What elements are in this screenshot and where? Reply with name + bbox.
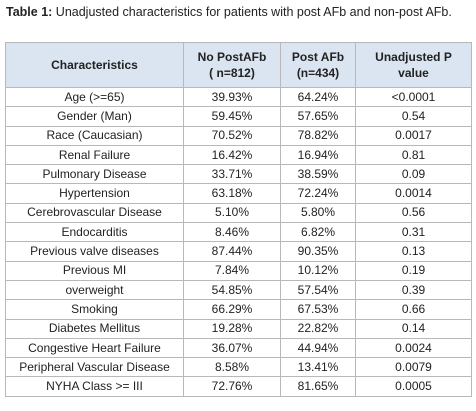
table-cell: 0.19: [355, 260, 472, 281]
table-cell: 0.39: [355, 279, 472, 301]
table-cell: 63.18%: [183, 183, 281, 204]
table-cell: 0.14: [355, 318, 472, 339]
row-label: Pulmonary Disease: [5, 164, 184, 185]
table-cell: 0.09: [355, 164, 472, 185]
header-cell: Unadjusted P value: [355, 42, 472, 88]
table-cell: 78.82%: [280, 125, 356, 146]
table-cell: 0.54: [355, 106, 472, 127]
row-label: Endocarditis: [5, 222, 184, 243]
table-row: Pulmonary Disease 33.71% 38.59% 0.09: [5, 164, 472, 185]
table-cell: 67.53%: [280, 299, 356, 320]
table-row: Smoking 66.29% 67.53% 0.66: [5, 299, 472, 320]
table-row: Peripheral Vascular Disease 8.58% 13.41% 0.…: [5, 357, 472, 378]
table-cell: 87.44%: [183, 241, 281, 262]
row-label: Hypertension: [5, 183, 184, 204]
header-text: (n=434): [296, 66, 340, 80]
table-cell: 8.46%: [183, 222, 281, 243]
table-cell: 6.82%: [280, 222, 356, 243]
table-cell: 36.07%: [183, 337, 281, 359]
table-cell: 59.45%: [183, 106, 281, 127]
header-text: Post AFb: [291, 50, 345, 64]
table-row: NYHA Class >= III 72.76% 81.65% 0.0005: [5, 376, 472, 397]
table-cell: 57.65%: [280, 106, 356, 127]
table-cell: 16.94%: [280, 144, 356, 166]
header-text: No PostAFb: [197, 50, 267, 64]
table-body: Age (>=65) 39.93% 64.24% <0.0001 Gender (Man…: [5, 86, 472, 397]
table-cell: 16.42%: [183, 144, 281, 166]
table-row: Endocarditis 8.46% 6.82% 0.31: [5, 222, 472, 243]
row-label: Congestive Heart Failure: [5, 337, 184, 359]
table-caption: Table 1: Unadjusted characteristics for …: [6, 4, 468, 20]
table-cell: <0.0001: [355, 86, 472, 108]
table-cell: 66.29%: [183, 299, 281, 320]
table-cell: 0.56: [355, 202, 472, 224]
table-cell: 7.84%: [183, 260, 281, 281]
table-row: Gender (Man) 59.45% 57.65% 0.54: [5, 106, 472, 127]
row-label: Smoking: [5, 299, 184, 320]
data-table: Characteristics No PostAFb ( n=812) Post AF…: [5, 42, 472, 397]
header-cell: Post AFb (n=434): [280, 42, 356, 88]
table-cell: 8.58%: [183, 357, 281, 378]
table-cell: 0.0017: [355, 125, 472, 146]
header-text: ( n=812): [209, 66, 255, 80]
row-label: Gender (Man): [5, 106, 184, 127]
row-label: Race (Caucasian): [5, 125, 184, 146]
table-row: Previous valve diseases 87.44% 90.35% 0.13: [5, 241, 472, 262]
row-label: Previous valve diseases: [5, 241, 184, 262]
table-cell: 5.80%: [280, 202, 356, 224]
table-cell: 33.71%: [183, 164, 281, 185]
table-cell: 0.66: [355, 299, 472, 320]
header-text: Characteristics: [51, 58, 138, 72]
table-cell: 81.65%: [280, 376, 356, 397]
table-cell: 0.0024: [355, 337, 472, 359]
table-row: Diabetes Mellitus 19.28% 22.82% 0.14: [5, 318, 472, 339]
table-row: overweight 54.85% 57.54% 0.39: [5, 279, 472, 301]
table-cell: 0.31: [355, 222, 472, 243]
row-label: NYHA Class >= III: [5, 376, 184, 397]
table-row: Renal Failure 16.42% 16.94% 0.81: [5, 144, 472, 166]
header-text: Unadjusted P: [375, 50, 452, 64]
table-cell: 72.24%: [280, 183, 356, 204]
table-cell: 19.28%: [183, 318, 281, 339]
table-cell: 57.54%: [280, 279, 356, 301]
table-cell: 22.82%: [280, 318, 356, 339]
table-row: Hypertension 63.18% 72.24% 0.0014: [5, 183, 472, 204]
table-row: Race (Caucasian) 70.52% 78.82% 0.0017: [5, 125, 472, 146]
caption-label: Table 1:: [6, 5, 53, 19]
row-label: Age (>=65): [5, 86, 184, 108]
table-row: Cerebrovascular Disease 5.10% 5.80% 0.56: [5, 202, 472, 224]
row-label: Previous MI: [5, 260, 184, 281]
table-cell: 38.59%: [280, 164, 356, 185]
table-cell: 10.12%: [280, 260, 356, 281]
header-row: Characteristics No PostAFb ( n=812) Post AF…: [5, 42, 472, 88]
table-cell: 0.81: [355, 144, 472, 166]
table-cell: 44.94%: [280, 337, 356, 359]
row-label: Peripheral Vascular Disease: [5, 357, 184, 378]
table-cell: 39.93%: [183, 86, 281, 108]
table-cell: 72.76%: [183, 376, 281, 397]
table-cell: 0.0014: [355, 183, 472, 204]
row-label: Diabetes Mellitus: [5, 318, 184, 339]
table-cell: 0.0079: [355, 357, 472, 378]
table-row: Congestive Heart Failure 36.07% 44.94% 0.00…: [5, 337, 472, 359]
header-cell: No PostAFb ( n=812): [183, 42, 281, 88]
table-cell: 5.10%: [183, 202, 281, 224]
table-cell: 90.35%: [280, 241, 356, 262]
table-cell: 64.24%: [280, 86, 356, 108]
table-cell: 13.41%: [280, 357, 356, 378]
row-label: Cerebrovascular Disease: [5, 202, 184, 224]
row-label: overweight: [5, 279, 184, 301]
table-row: Previous MI 7.84% 10.12% 0.19: [5, 260, 472, 281]
table-header: Characteristics No PostAFb ( n=812) Post AF…: [5, 42, 472, 88]
header-text: value: [398, 66, 429, 80]
caption-text: Unadjusted characteristics for patients …: [55, 5, 452, 19]
table-row: Age (>=65) 39.93% 64.24% <0.0001: [5, 86, 472, 108]
header-cell: Characteristics: [5, 42, 184, 88]
table-cell: 0.13: [355, 241, 472, 262]
table-cell: 70.52%: [183, 125, 281, 146]
row-label: Renal Failure: [5, 144, 184, 166]
table-cell: 54.85%: [183, 279, 281, 301]
table-cell: 0.0005: [355, 376, 472, 397]
